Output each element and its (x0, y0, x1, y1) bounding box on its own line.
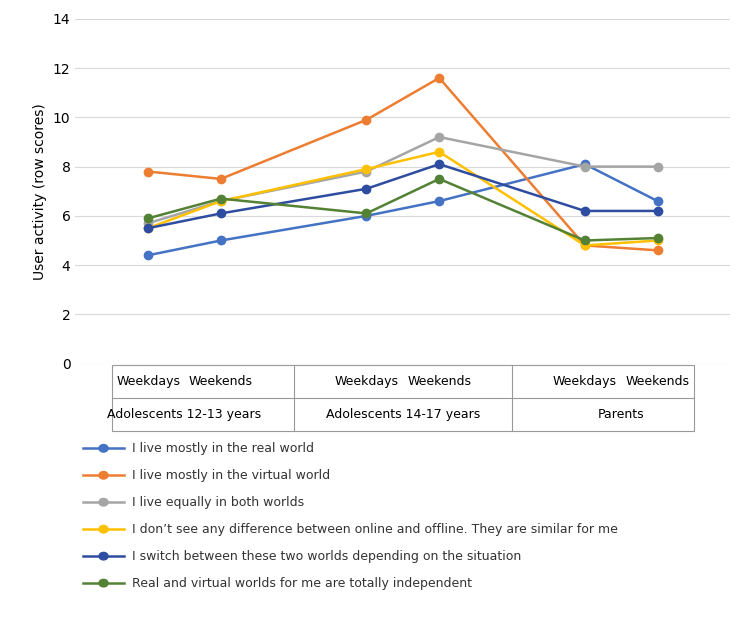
Text: Adolescents 14-17 years: Adolescents 14-17 years (326, 408, 480, 421)
Text: Weekends: Weekends (407, 375, 471, 388)
Text: I don’t see any difference between online and offline. They are similar for me: I don’t see any difference between onlin… (132, 523, 617, 535)
Text: I live mostly in the virtual world: I live mostly in the virtual world (132, 469, 330, 482)
Text: I live equally in both worlds: I live equally in both worlds (132, 496, 304, 508)
Text: Adolescents 12-13 years: Adolescents 12-13 years (108, 408, 261, 421)
Y-axis label: User activity (row scores): User activity (row scores) (33, 103, 47, 280)
Text: Parents: Parents (598, 408, 645, 421)
Text: Real and virtual worlds for me are totally independent: Real and virtual worlds for me are total… (132, 577, 472, 589)
Text: Weekdays: Weekdays (116, 375, 180, 388)
Text: Weekdays: Weekdays (553, 375, 617, 388)
Text: I switch between these two worlds depending on the situation: I switch between these two worlds depend… (132, 550, 521, 562)
Text: I live mostly in the real world: I live mostly in the real world (132, 442, 314, 455)
Text: Weekdays: Weekdays (334, 375, 398, 388)
Text: Weekends: Weekends (189, 375, 253, 388)
Text: Weekends: Weekends (626, 375, 690, 388)
